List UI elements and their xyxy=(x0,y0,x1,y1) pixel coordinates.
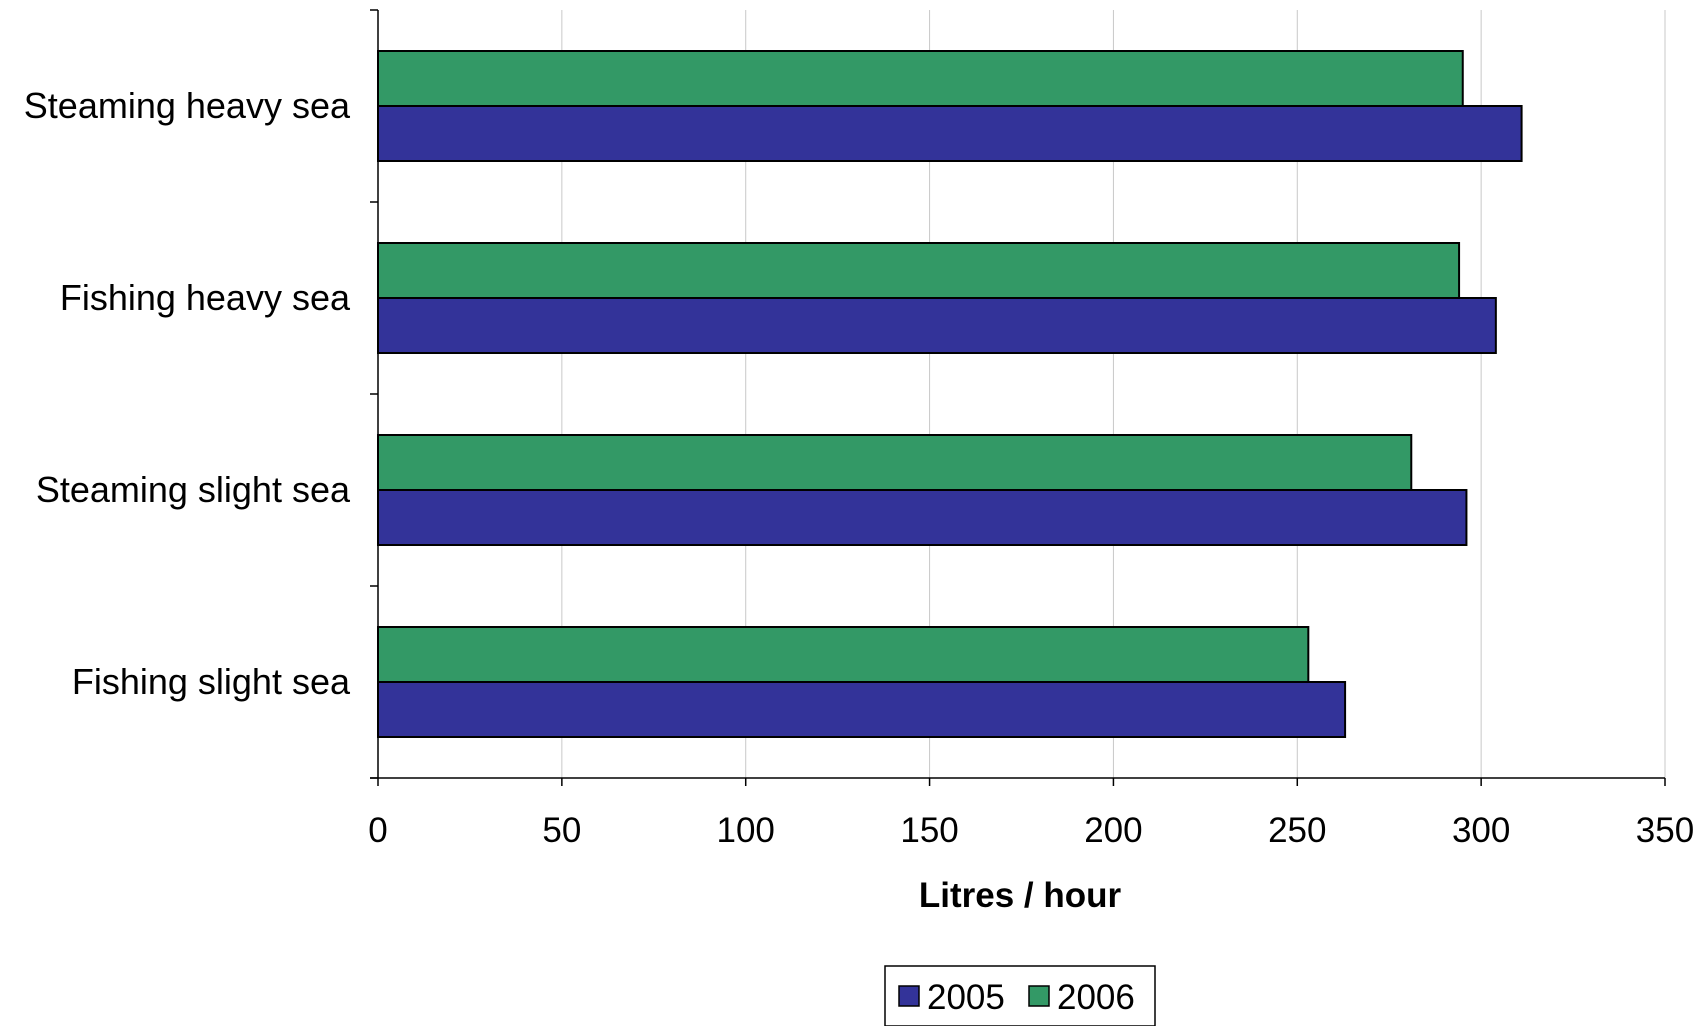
category-label: Steaming heavy sea xyxy=(24,85,351,126)
bar-2006 xyxy=(377,50,1464,107)
legend-swatch-2006 xyxy=(1028,985,1050,1007)
x-tick-label: 300 xyxy=(1452,811,1510,850)
bar-2005 xyxy=(377,105,1523,162)
category-label: Fishing slight sea xyxy=(72,661,351,702)
category-label: Steaming slight sea xyxy=(36,469,351,510)
x-tick-label: 100 xyxy=(717,811,775,850)
bar-2006 xyxy=(377,626,1310,683)
x-axis-title: Litres / hour xyxy=(919,876,1122,915)
x-tick-label: 250 xyxy=(1268,811,1326,850)
category-labels: Steaming heavy sea Fishing heavy sea Steam… xyxy=(24,85,351,702)
x-tick-label: 0 xyxy=(368,811,387,850)
legend-label-2006: 2006 xyxy=(1057,978,1135,1017)
x-tick-label: 350 xyxy=(1636,811,1694,850)
x-tick-label: 150 xyxy=(900,811,958,850)
x-tick-label: 50 xyxy=(542,811,581,850)
legend-label-2005: 2005 xyxy=(927,978,1005,1017)
x-tick-label: 200 xyxy=(1084,811,1142,850)
bar-2006 xyxy=(377,242,1461,299)
bar-2006 xyxy=(377,434,1413,491)
x-tick-labels: 0 50 100 150 200 250 300 350 xyxy=(368,811,1694,850)
category-label: Fishing heavy sea xyxy=(60,277,351,318)
legend-swatch-2005 xyxy=(898,985,920,1007)
bars xyxy=(377,50,1523,738)
axes xyxy=(370,9,1666,786)
legend-box xyxy=(884,965,1156,1026)
bar-2005 xyxy=(377,297,1497,354)
bar-2005 xyxy=(377,681,1347,738)
legend: 2005 2006 xyxy=(884,965,1156,1026)
bar-2005 xyxy=(377,489,1468,546)
